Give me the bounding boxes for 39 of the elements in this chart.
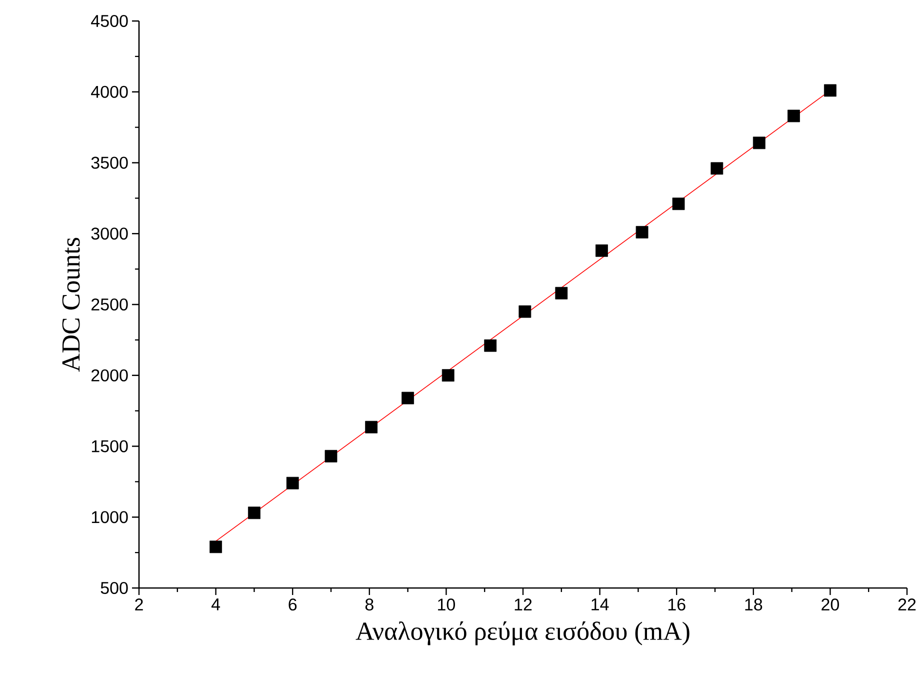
x-tick-label: 22: [898, 598, 916, 610]
point: [824, 84, 836, 97]
y-tick-label: 1000: [92, 511, 128, 524]
x-tick-label: 12: [514, 598, 532, 610]
x-tick-label: 2: [135, 598, 143, 610]
point: [710, 162, 724, 175]
y-tick-label: 4000: [91, 86, 128, 98]
x-tick-label: 16: [668, 598, 686, 611]
y-tick-label: 500: [100, 582, 128, 594]
y-axis-title: ADC Counts: [62, 238, 80, 372]
point: [286, 476, 299, 490]
x-tick-label: 6: [288, 598, 297, 611]
x-tick-label: 8: [365, 598, 374, 611]
x-tick-label: 18: [745, 598, 762, 611]
point: [672, 198, 685, 210]
point: [596, 244, 608, 257]
y-tick-label: 1500: [92, 440, 128, 452]
point: [484, 339, 497, 352]
point: [365, 420, 378, 434]
x-axis-title: Αναλογικό ρεύμα εισόδου (mA): [356, 621, 690, 646]
point: [402, 392, 414, 404]
x-tick-label: 10: [438, 598, 455, 611]
point: [248, 506, 260, 520]
y-tick-label: 2000: [92, 369, 128, 382]
x-tick-label: 4: [211, 598, 220, 610]
y-tick-label: 4500: [91, 14, 128, 28]
point: [210, 540, 222, 554]
point: [636, 226, 648, 238]
point: [442, 369, 454, 382]
x-tick-label: 14: [592, 598, 609, 610]
point: [752, 136, 766, 150]
y-tick-label: 2500: [92, 298, 128, 311]
point: [788, 110, 800, 122]
y-tick-label: 3000: [91, 228, 128, 240]
point: [518, 305, 532, 318]
x-tick-label: 20: [822, 598, 839, 611]
point: [324, 450, 338, 462]
y-tick-label: 3500: [91, 156, 128, 169]
point: [555, 286, 568, 300]
